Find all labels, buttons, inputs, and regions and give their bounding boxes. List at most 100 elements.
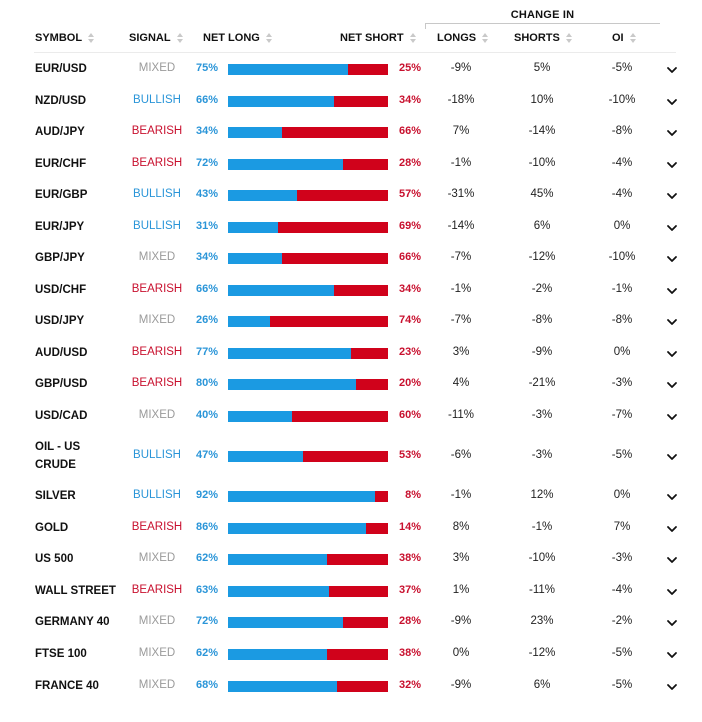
symbol-cell: AUD/USD xyxy=(35,347,88,359)
net-short-bar-segment xyxy=(336,681,388,692)
net-long-value: 34% xyxy=(196,125,219,137)
chevron-down-icon[interactable] xyxy=(666,96,678,108)
symbol-cell: GERMANY 40 xyxy=(35,616,110,628)
column-header-net-short[interactable]: NET SHORT xyxy=(340,30,417,46)
column-header-oi[interactable]: OI xyxy=(612,30,637,46)
change-longs-value: -6% xyxy=(450,449,472,461)
change-oi-value: -5% xyxy=(611,62,633,74)
signal-badge: BULLISH xyxy=(133,449,181,461)
change-longs-value: -31% xyxy=(447,188,475,200)
sentiment-bar xyxy=(228,411,388,422)
symbol-cell: FTSE 100 xyxy=(35,648,87,660)
chevron-down-icon[interactable] xyxy=(666,127,678,139)
net-short-bar-segment xyxy=(356,379,388,390)
chevron-down-icon[interactable] xyxy=(666,64,678,76)
sort-icon[interactable] xyxy=(629,32,637,44)
net-short-value: 34% xyxy=(398,283,421,295)
net-long-value: 43% xyxy=(196,188,219,200)
signal-badge: MIXED xyxy=(138,251,176,263)
column-header-net-long[interactable]: NET LONG xyxy=(203,30,273,46)
net-long-value: 68% xyxy=(196,679,219,691)
change-shorts-value: -12% xyxy=(528,647,556,659)
change-longs-value: -7% xyxy=(450,314,472,326)
chevron-down-icon[interactable] xyxy=(666,617,678,629)
chevron-down-icon[interactable] xyxy=(666,491,678,503)
net-short-value: 38% xyxy=(398,552,421,564)
change-oi-value: -5% xyxy=(611,647,633,659)
net-short-value: 8% xyxy=(405,489,421,501)
change-longs-value: -14% xyxy=(447,220,475,232)
sentiment-bar xyxy=(228,64,388,75)
chevron-down-icon[interactable] xyxy=(666,649,678,661)
signal-badge: MIXED xyxy=(138,314,176,326)
change-oi-value: -3% xyxy=(611,552,633,564)
change-shorts-value: -14% xyxy=(528,125,556,137)
net-short-bar-segment xyxy=(333,285,388,296)
sentiment-bar xyxy=(228,681,388,692)
sort-icon[interactable] xyxy=(265,32,273,44)
sort-icon[interactable] xyxy=(88,32,95,44)
net-short-value: 32% xyxy=(398,679,421,691)
net-long-bar-segment xyxy=(228,64,348,75)
column-header-longs[interactable]: LONGS xyxy=(437,30,489,46)
chevron-down-icon[interactable] xyxy=(666,316,678,328)
change-longs-value: -7% xyxy=(450,251,472,263)
chevron-down-icon[interactable] xyxy=(666,190,678,202)
change-longs-value: -18% xyxy=(447,94,475,106)
sort-icon[interactable] xyxy=(176,32,184,44)
sort-icon[interactable] xyxy=(409,32,417,44)
sentiment-bar xyxy=(228,253,388,264)
chevron-down-icon[interactable] xyxy=(666,348,678,360)
column-header-signal-label: SIGNAL xyxy=(129,32,171,44)
change-oi-value: -10% xyxy=(608,251,636,263)
net-long-bar-segment xyxy=(228,451,304,462)
net-short-bar-segment xyxy=(343,617,388,628)
change-shorts-value: -9% xyxy=(531,346,553,358)
net-long-value: 77% xyxy=(196,346,219,358)
net-long-bar-segment xyxy=(228,554,328,565)
change-longs-value: -9% xyxy=(450,615,472,627)
column-header-signal[interactable]: SIGNAL xyxy=(129,30,184,46)
net-short-bar-segment xyxy=(348,64,388,75)
chevron-down-icon[interactable] xyxy=(666,285,678,297)
chevron-down-icon[interactable] xyxy=(666,554,678,566)
change-oi-value: 7% xyxy=(613,521,631,533)
chevron-down-icon[interactable] xyxy=(666,411,678,423)
signal-badge: BULLISH xyxy=(133,94,181,106)
chevron-down-icon[interactable] xyxy=(666,451,678,463)
signal-badge: BULLISH xyxy=(133,188,181,200)
change-oi-value: 0% xyxy=(613,346,631,358)
change-oi-value: 0% xyxy=(613,220,631,232)
net-short-bar-segment xyxy=(296,190,388,201)
signal-badge: MIXED xyxy=(138,62,176,74)
table-header-row: SYMBOL SIGNAL NET LONG NET SHORT LONGS S… xyxy=(0,30,702,52)
sort-icon[interactable] xyxy=(565,32,573,44)
net-long-value: 26% xyxy=(196,314,219,326)
sentiment-bar xyxy=(228,222,388,233)
chevron-down-icon[interactable] xyxy=(666,523,678,535)
sort-icon[interactable] xyxy=(482,32,489,44)
chevron-down-icon[interactable] xyxy=(666,159,678,171)
change-shorts-value: -3% xyxy=(531,449,553,461)
symbol-cell: US 500 xyxy=(35,553,74,565)
chevron-down-icon[interactable] xyxy=(666,586,678,598)
chevron-down-icon[interactable] xyxy=(666,222,678,234)
chevron-down-icon[interactable] xyxy=(666,253,678,265)
signal-badge: BULLISH xyxy=(133,220,181,232)
net-short-value: 25% xyxy=(398,62,421,74)
column-header-net-short-label: NET SHORT xyxy=(340,32,404,44)
chevron-down-icon[interactable] xyxy=(666,681,678,693)
symbol-cell: FRANCE 40 xyxy=(35,680,99,692)
column-header-shorts[interactable]: SHORTS xyxy=(514,30,573,46)
net-long-bar-segment xyxy=(228,127,283,138)
net-short-value: 74% xyxy=(398,314,421,326)
chevron-down-icon[interactable] xyxy=(666,379,678,391)
change-longs-value: 3% xyxy=(452,552,470,564)
symbol-cell: GOLD xyxy=(35,522,69,534)
net-short-bar-segment xyxy=(375,491,388,502)
change-longs-value: -1% xyxy=(450,157,472,169)
column-header-symbol[interactable]: SYMBOL xyxy=(35,30,95,46)
signal-badge: BEARISH xyxy=(131,377,183,389)
signal-badge: BEARISH xyxy=(131,521,183,533)
net-short-bar-segment xyxy=(282,253,388,264)
